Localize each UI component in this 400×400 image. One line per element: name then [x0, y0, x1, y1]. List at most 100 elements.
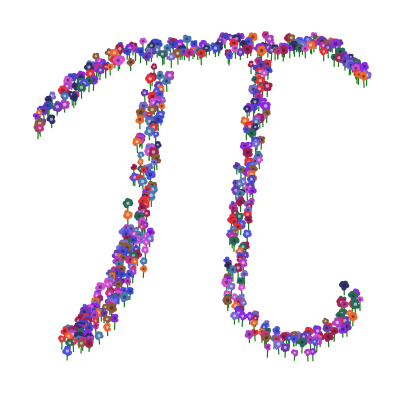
flower-icon: [84, 339, 94, 352]
flower-icon: [225, 51, 233, 66]
flower-icon: [69, 92, 79, 108]
flower-icon: [202, 44, 211, 58]
flower-icon: [350, 299, 360, 313]
flower-icon: [274, 47, 282, 60]
flower-icon: [244, 330, 254, 344]
flower-icon: [319, 47, 328, 62]
flower-icon: [261, 333, 272, 347]
flower-icon: [260, 101, 271, 117]
flower-icon: [126, 287, 134, 300]
flower-icon: [230, 311, 239, 325]
flower-icon: [150, 159, 157, 171]
flower-icon: [250, 319, 258, 333]
flower-icon: [167, 52, 176, 68]
flower-icon: [280, 343, 290, 358]
flower-icon: [247, 60, 254, 75]
flower-icon: [301, 44, 309, 59]
flower-icon: [359, 71, 368, 88]
flower-icon: [123, 47, 132, 60]
flower-icon: [59, 99, 70, 113]
flower-icon: [304, 348, 312, 362]
flower-icon: [246, 128, 257, 143]
flower-icon: [261, 81, 273, 98]
flower-icon: [172, 48, 183, 65]
flower-icon: [356, 296, 364, 311]
flower-icon: [338, 324, 347, 338]
flower-icon: [144, 125, 155, 141]
flower-icon: [242, 44, 253, 59]
flower-icon: [264, 343, 271, 358]
flower-icon: [227, 282, 236, 297]
flower-icon: [106, 63, 114, 76]
flower-icon: [291, 349, 299, 361]
flower-icon: [126, 57, 135, 72]
flower-icon: [351, 63, 360, 80]
flower-icon: [32, 113, 40, 125]
flower-icon: [136, 47, 145, 64]
flower-icon: [145, 73, 156, 91]
flower-icon: [114, 44, 125, 61]
flower-icon: [236, 47, 245, 61]
flower-icon: [231, 44, 239, 59]
flower-icon: [308, 348, 317, 362]
flower-icon: [161, 76, 171, 92]
flower-icon: [132, 137, 142, 154]
flower-icon: [230, 217, 238, 231]
flower-icon: [323, 332, 334, 348]
flower-icon: [35, 124, 45, 137]
flower-icon: [76, 82, 86, 99]
flower-icon: [238, 311, 247, 327]
flower-icon: [104, 280, 111, 293]
flower-icon: [222, 295, 233, 312]
flower-icon: [245, 203, 253, 217]
flower-icon: [229, 236, 240, 252]
flower-icon: [296, 337, 308, 354]
flower-icon: [330, 38, 341, 56]
flower-icon: [46, 114, 56, 129]
flower-icon: [210, 43, 221, 58]
flower-icon: [152, 131, 159, 146]
flower-icon: [96, 65, 105, 81]
flower-icon: [157, 50, 168, 66]
flower-icon: [243, 210, 252, 224]
flower-icon: [242, 126, 250, 141]
flower-icon: [242, 148, 253, 162]
flower-icon: [129, 236, 138, 249]
flower-icon: [142, 52, 151, 66]
flower-icon: [94, 331, 104, 345]
flower-icon: [131, 257, 139, 270]
flower-icon: [148, 147, 159, 164]
flower-icon: [113, 55, 123, 71]
flower-icon: [154, 141, 162, 153]
flower-icon: [322, 324, 332, 340]
flower-icon: [100, 310, 108, 324]
flower-icon: [334, 53, 343, 67]
flower-icon: [60, 326, 69, 343]
flower-icon: [85, 69, 95, 85]
flower-icon: [252, 140, 261, 155]
flower-icon: [103, 323, 111, 337]
flower-icon: [140, 88, 149, 104]
flower-icon: [231, 301, 240, 316]
flower-icon: [58, 335, 66, 350]
flower-icon: [289, 334, 298, 347]
flower-icon: [145, 169, 156, 187]
flower-icon: [123, 277, 132, 290]
flower-icon: [244, 215, 253, 231]
flower-icon: [145, 234, 154, 247]
flower-icon: [92, 322, 100, 337]
flower-icon: [139, 265, 148, 278]
flower-icon: [142, 209, 151, 224]
flower-icon: [228, 265, 237, 282]
flower-icon: [106, 303, 117, 321]
flower-icon: [52, 101, 63, 116]
flower-icon: [119, 291, 130, 308]
flower-icon: [339, 280, 350, 296]
flower-icon: [242, 229, 252, 246]
flower-icon: [110, 313, 119, 330]
flower-icon: [92, 52, 100, 65]
flower-icon: [286, 44, 293, 59]
flower-icon: [137, 158, 144, 170]
